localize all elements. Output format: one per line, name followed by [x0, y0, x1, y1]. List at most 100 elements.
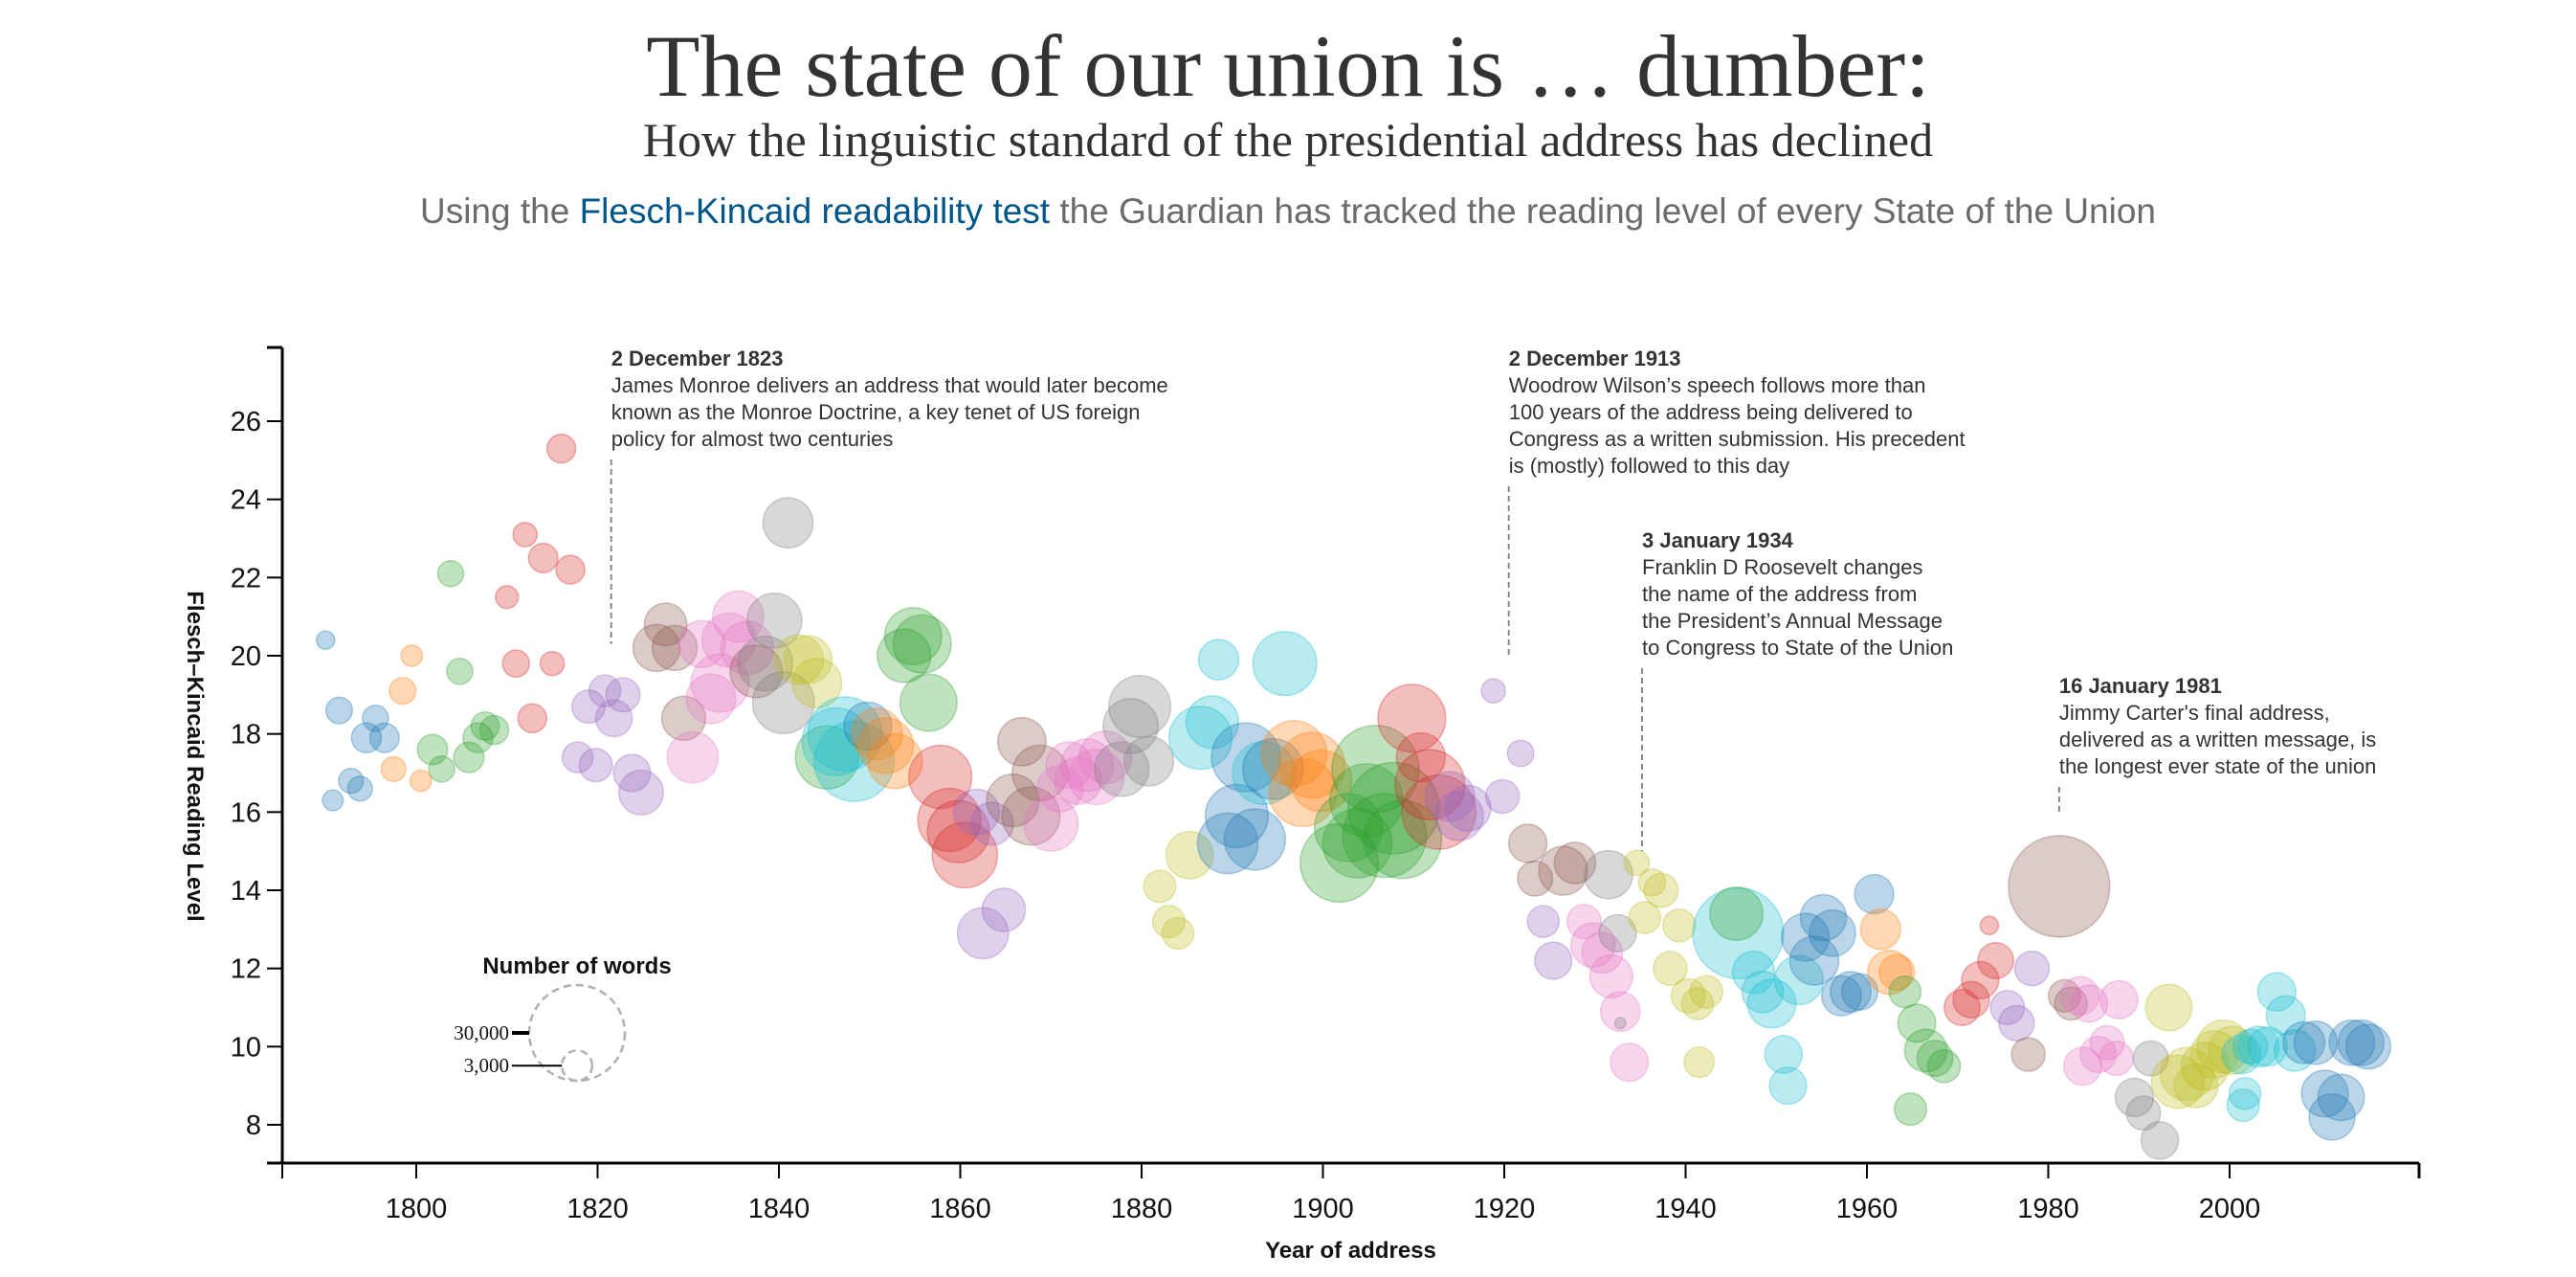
bubble-point: [1289, 749, 1353, 813]
bubble-point: [2099, 1041, 2135, 1077]
bubble-point: [2150, 1054, 2206, 1109]
annotation-text: delivered as a written message, is: [2059, 728, 2376, 751]
annotation-date: 2 December 1823: [611, 347, 784, 370]
annotation-text: is (mostly) followed to this day: [1509, 454, 1789, 478]
annotations-layer: 2 December 1823 James Monroe delivers an …: [610, 347, 2376, 852]
bubble-point: [931, 821, 999, 889]
bubble-point: [883, 607, 943, 666]
bubble-point: [2125, 1095, 2162, 1131]
flesch-kincaid-link[interactable]: Flesch-Kincaid readability test: [579, 191, 1051, 231]
bubble-point: [1584, 849, 1633, 900]
bubble-point: [2089, 1024, 2125, 1061]
bubble-point: [1517, 860, 1554, 897]
bubble-point: [762, 497, 814, 549]
bubble-point: [773, 634, 825, 685]
bubble-point: [701, 612, 757, 668]
bubble-point: [1506, 739, 1535, 768]
bubble-point: [400, 644, 424, 667]
bubble-point: [2221, 1034, 2262, 1075]
bubble-point: [1943, 989, 1981, 1026]
bubble-point: [981, 887, 1027, 932]
legend-circle: [560, 1049, 594, 1083]
bubble-point: [1689, 975, 1724, 1009]
bubble-point: [1054, 756, 1102, 805]
bubble-point: [2300, 1069, 2349, 1118]
bubble-point: [1077, 730, 1133, 785]
bubble-point: [677, 619, 726, 668]
y-tick-label: 24: [231, 485, 261, 516]
annotation-text: the President’s Annual Message: [1642, 609, 1943, 633]
legend-label: 3,000: [464, 1054, 509, 1077]
bubble-point: [1023, 795, 1079, 852]
bubble-point: [690, 653, 750, 713]
bubble-point: [1534, 941, 1573, 980]
bubble-point: [2099, 979, 2139, 1019]
bubble-point: [1161, 916, 1195, 951]
bubble-point: [737, 635, 794, 692]
bubble-point: [561, 741, 594, 773]
bubble-point: [1916, 1040, 1954, 1078]
bubble-point: [1628, 901, 1662, 934]
bubble-point: [2273, 1029, 2317, 1072]
annotation-date: 3 January 1934: [1642, 528, 1794, 552]
y-tick-label: 26: [231, 407, 261, 437]
bubble-point: [2144, 983, 2193, 1032]
bubble-point: [1060, 738, 1115, 793]
bubble-point: [1185, 695, 1240, 750]
bubble-point: [720, 620, 775, 676]
bubble-point: [1210, 722, 1281, 793]
bubble-point: [1401, 773, 1477, 850]
bubble-point: [2247, 1026, 2288, 1067]
bubble-point: [1637, 867, 1667, 897]
annotation: 3 January 1934 Franklin D Roosevelt chang…: [1641, 528, 1953, 852]
bubble-point: [1102, 698, 1160, 754]
x-tick-label: 1840: [748, 1194, 811, 1224]
bubble-point: [1662, 907, 1697, 943]
bubble-point: [2010, 1037, 2046, 1072]
bubble-point: [751, 670, 815, 735]
bubble-point: [1773, 954, 1825, 1006]
bubble-point: [605, 677, 641, 713]
bubble-point: [527, 542, 559, 573]
annotation-text: policy for almost two centuries: [611, 427, 894, 451]
bubble-point: [1643, 872, 1679, 908]
legend-title: Number of words: [482, 953, 671, 979]
bubble-point: [1167, 706, 1233, 771]
bubble-point: [1108, 675, 1172, 739]
bubble-point: [1260, 720, 1328, 787]
bubble-point: [545, 433, 577, 464]
bubble-point: [1623, 849, 1651, 877]
bubble-point: [2059, 975, 2100, 1016]
bubble-point: [1278, 731, 1346, 799]
bubble-point: [1252, 631, 1318, 697]
x-tick-label: 1820: [566, 1194, 629, 1224]
bubble-point: [478, 714, 510, 746]
bubble-point: [1480, 678, 1506, 705]
bubble-point: [1196, 812, 1259, 875]
bubble-point: [315, 630, 336, 650]
bubble-point: [446, 658, 474, 685]
y-tick-label: 8: [246, 1110, 261, 1141]
bubble-point: [1746, 978, 1797, 1029]
annotation-text: Woodrow Wilson’s speech follows more tha…: [1509, 373, 1926, 397]
bubble-point: [1011, 744, 1069, 802]
bubble-point: [1331, 725, 1420, 814]
bubble-point: [2078, 1035, 2118, 1074]
bubble-point: [1151, 905, 1187, 939]
bubble-point: [857, 717, 915, 774]
bubble-point: [843, 701, 893, 751]
bubble-point: [1998, 1004, 2035, 1042]
bubble-point: [1268, 757, 1338, 828]
bubble-point: [956, 907, 1010, 960]
bubble-point: [907, 744, 973, 810]
bubble-point: [1599, 991, 1641, 1032]
bubble-point: [1526, 905, 1561, 938]
annotation: 16 January 1981 Jimmy Carter's final addr…: [2057, 674, 2376, 813]
bubble-point: [1143, 869, 1177, 904]
annotation-text: the longest ever state of the union: [2059, 754, 2376, 778]
x-tick-label: 1900: [1292, 1194, 1354, 1224]
bubble-point: [1394, 749, 1466, 821]
bubble-point: [1989, 989, 2026, 1026]
